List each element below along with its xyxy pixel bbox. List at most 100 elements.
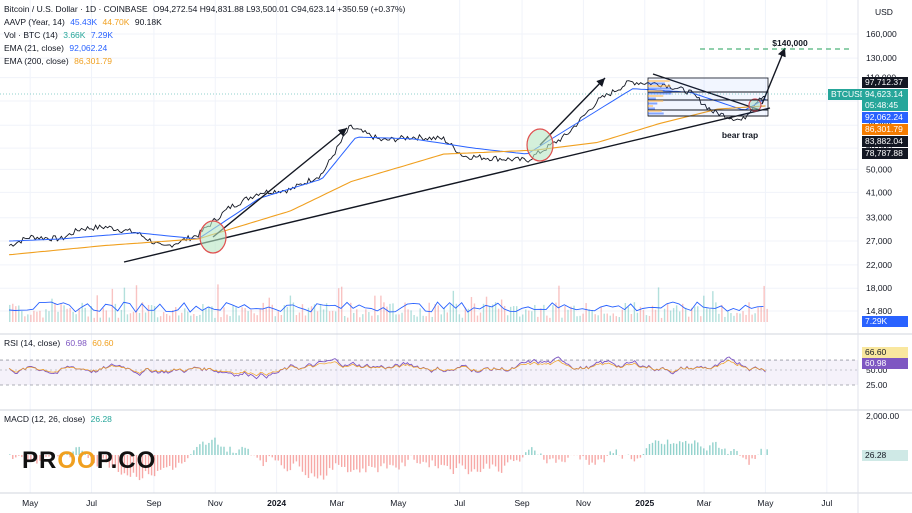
macd-bar	[72, 451, 74, 455]
volume-bar	[96, 295, 98, 322]
volume-bar	[497, 308, 500, 322]
volume-bar	[479, 312, 482, 322]
ema21-legend: EMA (21, close) 92,062.24	[4, 43, 110, 54]
volume-bar	[144, 312, 147, 322]
macd-bar	[754, 455, 756, 459]
macd-bar	[301, 455, 304, 472]
volume-bar	[642, 309, 645, 322]
macd-bar	[706, 450, 708, 455]
price-tag-level-2: 78,787.88	[862, 148, 908, 159]
volume-bar	[147, 304, 150, 322]
macd-bar	[491, 455, 494, 465]
macd-tag: 26.28	[862, 450, 908, 461]
price-tick-label: 50,000	[866, 164, 892, 174]
macd-bar	[434, 455, 436, 467]
volume-bar	[561, 317, 563, 322]
volume-bar	[666, 303, 669, 322]
ema200-label: EMA (200, close)	[4, 56, 69, 66]
price-tag-ema200: 86,301.79	[862, 124, 908, 135]
macd-bar	[648, 444, 651, 455]
macd-bar	[175, 455, 177, 468]
volume-bar	[241, 307, 243, 322]
ema21-line	[9, 88, 766, 242]
price-tick-label: 14,800	[866, 306, 892, 316]
macd-bar	[543, 455, 545, 460]
volume-bar	[247, 311, 249, 322]
volume-bar	[660, 317, 663, 322]
volume-bar	[473, 303, 476, 322]
macd-bar	[184, 455, 186, 462]
macd-bar	[123, 455, 126, 474]
volume-bar	[337, 288, 340, 322]
vol-label: Vol · BTC (14)	[4, 30, 58, 40]
volume-bar	[730, 313, 732, 322]
volume-bar	[588, 309, 590, 322]
macd-bar	[540, 453, 542, 455]
macd-bar	[748, 455, 750, 465]
price-tag-level-1: 83,882.04	[862, 136, 908, 147]
macd-bar	[615, 449, 617, 455]
volume-bar	[81, 302, 83, 322]
volume-bar	[546, 315, 548, 322]
volume-bar	[117, 317, 120, 322]
macd-bar	[675, 443, 678, 455]
macd-bar	[214, 437, 216, 455]
macd-bar	[522, 455, 524, 458]
macd-bar	[108, 455, 111, 468]
macd-bar	[724, 448, 726, 455]
volume-bar	[709, 308, 711, 322]
volume-bar	[256, 315, 258, 322]
volume-bar	[51, 298, 53, 322]
time-axis: May Jul Sep Nov 2024 Mar May Jul Sep Nov 2025 Mar Ma…	[22, 498, 832, 508]
volume-bar	[328, 311, 331, 322]
macd-bar	[552, 455, 554, 459]
volume-bar	[558, 285, 560, 322]
macd-bar	[15, 455, 17, 458]
volume-bar	[42, 317, 44, 322]
macd-bar	[422, 455, 424, 462]
time-tick-label: Mar	[330, 498, 345, 508]
volume-profile-bar	[648, 95, 664, 97]
macd-bar	[509, 455, 512, 460]
volume-bar	[718, 313, 720, 322]
volume-bar	[48, 311, 50, 322]
macd-bar	[377, 455, 379, 473]
macd-bar	[600, 455, 602, 459]
macd-bar	[153, 455, 156, 477]
macd-bar	[497, 455, 500, 472]
volume-bar	[410, 310, 412, 322]
aavp-label: AAVP (Year, 14)	[4, 17, 65, 27]
macd-bar	[356, 455, 358, 470]
volume-bar	[389, 303, 391, 322]
vol-legend: Vol · BTC (14) 3.66K 7.29K	[4, 30, 116, 41]
macd-bar	[21, 455, 23, 458]
volume-bar	[745, 314, 747, 322]
macd-bar	[141, 455, 144, 479]
volume-bar	[301, 304, 304, 322]
volume-bar	[156, 317, 159, 322]
macd-bar	[588, 455, 590, 465]
price-tick-label: 18,000	[866, 283, 892, 293]
macd-bar	[48, 455, 50, 457]
macd-bar	[337, 455, 340, 465]
macd-bar	[727, 453, 729, 455]
rsi-zone	[0, 360, 858, 385]
chart-title: Bitcoin / U.S. Dollar · 1D · COINBASE	[4, 4, 148, 14]
volume-profile-bar	[648, 82, 665, 85]
volume-bar	[615, 316, 617, 322]
macd-bar	[688, 443, 690, 455]
macd-bar	[449, 455, 452, 470]
volume-profile-bar	[648, 90, 663, 92]
volume-bar	[555, 302, 557, 322]
macd-bar	[259, 455, 261, 461]
volume-bar	[585, 303, 587, 322]
volume-bar	[636, 312, 639, 322]
macd-bar	[84, 453, 86, 455]
volume-bar	[274, 316, 277, 322]
volume-bar	[425, 316, 427, 322]
macd-bar	[401, 455, 403, 463]
macd-bar	[138, 455, 141, 481]
macd-bar	[135, 455, 138, 477]
volume-bar	[63, 305, 65, 322]
